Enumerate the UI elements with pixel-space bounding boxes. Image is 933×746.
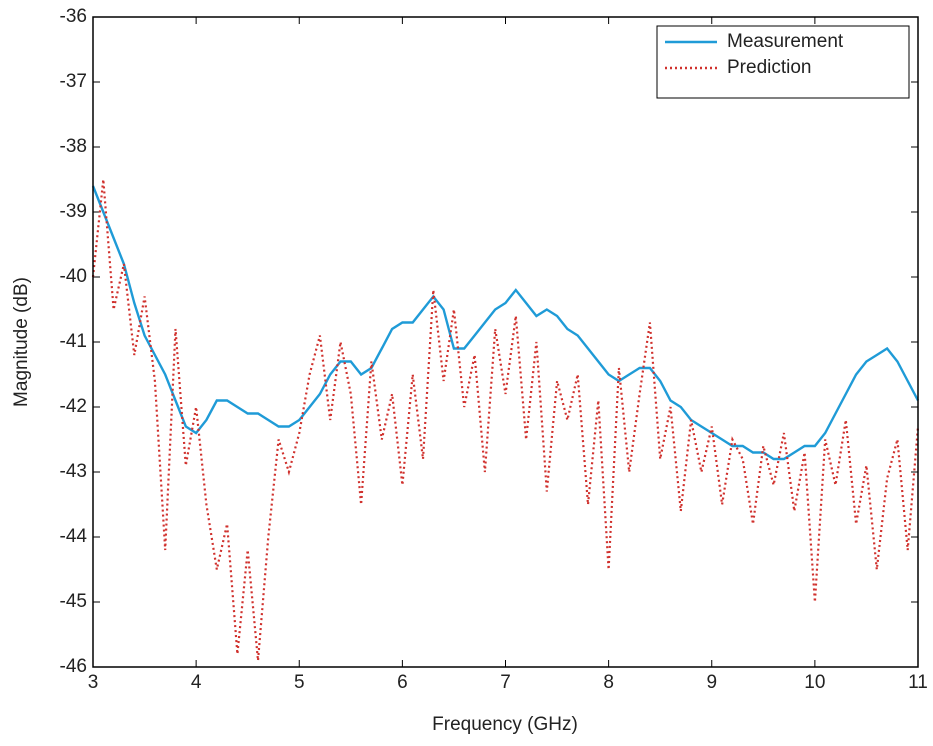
y-tick-label: -41 bbox=[60, 331, 87, 352]
y-tick-label: -40 bbox=[60, 266, 87, 287]
legend-label: Measurement bbox=[727, 31, 844, 52]
legend-box bbox=[656, 25, 910, 99]
y-tick-label: -39 bbox=[60, 201, 87, 222]
series-line bbox=[91, 185, 920, 461]
x-tick-label: 8 bbox=[603, 672, 614, 693]
x-tick-label: 6 bbox=[397, 672, 408, 693]
x-tick-label: 3 bbox=[88, 672, 99, 693]
x-tick-label: 4 bbox=[191, 672, 202, 693]
legend-label: Prediction bbox=[727, 57, 812, 78]
plot-frame bbox=[92, 16, 919, 668]
y-tick-label: -36 bbox=[60, 6, 87, 27]
x-tick-label: 11 bbox=[908, 672, 928, 693]
y-tick-label: -38 bbox=[60, 136, 87, 157]
y-axis-label: Magnitude (dB) bbox=[11, 277, 32, 407]
y-tick-label: -37 bbox=[60, 71, 87, 92]
y-tick-label: -45 bbox=[60, 591, 87, 612]
y-tick-label: -44 bbox=[60, 526, 88, 547]
x-tick-label: 9 bbox=[706, 672, 717, 693]
series-line bbox=[91, 179, 920, 661]
x-tick-label: 7 bbox=[500, 672, 511, 693]
x-axis-label: Frequency (GHz) bbox=[432, 714, 578, 735]
x-tick-label: 5 bbox=[294, 672, 305, 693]
y-tick-label: -46 bbox=[60, 656, 87, 677]
x-tick-label: 10 bbox=[804, 672, 825, 693]
y-tick-label: -42 bbox=[60, 396, 87, 417]
y-tick-label: -43 bbox=[60, 461, 87, 482]
